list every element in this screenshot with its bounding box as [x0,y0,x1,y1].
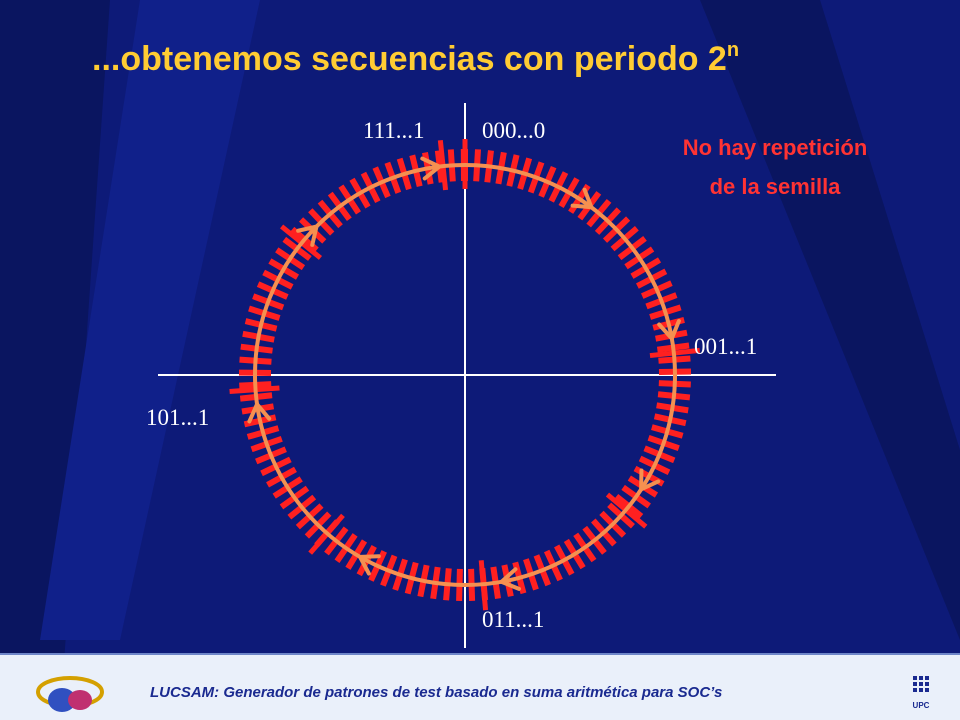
bg-shape [40,0,260,640]
state-label: 000...0 [482,118,545,143]
state-label: 111...1 [363,118,425,143]
logo [36,676,104,712]
cycle-path [253,163,677,587]
footer-band [0,654,960,720]
arrow-head [570,187,595,210]
arrow-head [639,468,661,493]
arrow-head [247,400,272,424]
state-label: 001...1 [694,334,757,359]
arrow-head [420,156,444,181]
bg-shape [700,0,960,640]
state-label: 011...1 [482,607,544,632]
upc-logo [913,676,929,692]
annotation: No hay repetición [683,135,868,160]
state-label: 101...1 [146,405,209,430]
annotation: de la semilla [710,174,842,199]
footer-text: LUCSAM: Generador de patrones de test ba… [150,684,722,701]
ring [229,139,700,611]
arrow-head [296,223,320,247]
arrow-head [356,554,381,576]
title: ...obtenemos secuencias con periodo 2n [92,39,739,78]
arrow-head [657,319,681,343]
arrow-head [497,567,521,591]
upc-text: UPC [913,701,930,710]
bg-shape [0,0,110,720]
